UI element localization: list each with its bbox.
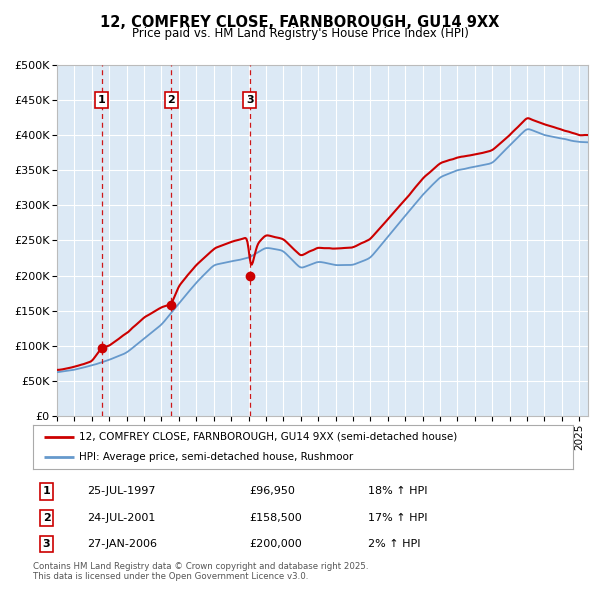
Text: 2: 2 [43, 513, 50, 523]
Text: 3: 3 [246, 95, 254, 105]
Text: £96,950: £96,950 [249, 487, 295, 496]
Text: 1: 1 [43, 487, 50, 496]
Text: 3: 3 [43, 539, 50, 549]
Text: 24-JUL-2001: 24-JUL-2001 [87, 513, 155, 523]
Text: 27-JAN-2006: 27-JAN-2006 [87, 539, 157, 549]
Text: 2% ↑ HPI: 2% ↑ HPI [368, 539, 420, 549]
Text: 2: 2 [167, 95, 175, 105]
Text: 25-JUL-1997: 25-JUL-1997 [87, 487, 155, 496]
Text: 17% ↑ HPI: 17% ↑ HPI [368, 513, 427, 523]
Text: HPI: Average price, semi-detached house, Rushmoor: HPI: Average price, semi-detached house,… [79, 452, 353, 462]
Text: Contains HM Land Registry data © Crown copyright and database right 2025.
This d: Contains HM Land Registry data © Crown c… [33, 562, 368, 581]
Text: Price paid vs. HM Land Registry's House Price Index (HPI): Price paid vs. HM Land Registry's House … [131, 27, 469, 40]
Text: 12, COMFREY CLOSE, FARNBOROUGH, GU14 9XX (semi-detached house): 12, COMFREY CLOSE, FARNBOROUGH, GU14 9XX… [79, 432, 457, 442]
Text: £158,500: £158,500 [249, 513, 302, 523]
Text: 12, COMFREY CLOSE, FARNBOROUGH, GU14 9XX: 12, COMFREY CLOSE, FARNBOROUGH, GU14 9XX [100, 15, 500, 30]
Text: 1: 1 [98, 95, 106, 105]
Text: 18% ↑ HPI: 18% ↑ HPI [368, 487, 427, 496]
Text: £200,000: £200,000 [249, 539, 302, 549]
